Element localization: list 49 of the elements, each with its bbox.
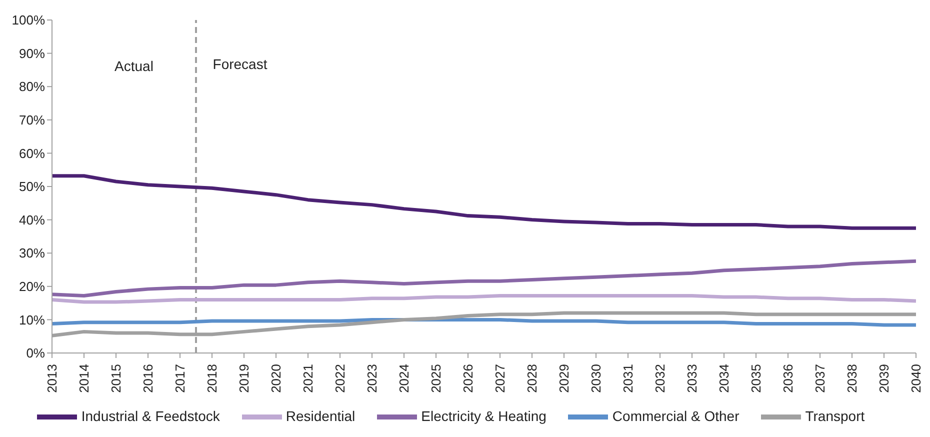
line-series (52, 259, 916, 298)
x-tick-label: 2032 (652, 364, 668, 393)
y-tick-label: 10% (18, 312, 46, 328)
legend-label: Industrial & Feedstock (81, 408, 220, 424)
x-tick-label: 2033 (684, 364, 700, 393)
x-tick-label: 2034 (716, 364, 732, 393)
annotation: Actual (114, 58, 154, 74)
y-tick-label: 0% (26, 346, 46, 361)
x-tick-label: 2030 (588, 364, 604, 393)
x-tick-label: 2038 (844, 364, 860, 393)
x-tick-label: 2021 (300, 364, 316, 393)
x-tick-label: 2027 (492, 364, 508, 393)
x-tick-label: 2024 (396, 364, 412, 393)
legend-label: Commercial & Other (612, 408, 740, 424)
x-tick-label: 2028 (524, 364, 540, 393)
line-series (52, 294, 916, 304)
x-tick-label: 2017 (172, 364, 188, 393)
x-tick-label: 2035 (748, 364, 764, 393)
y-tick-label: 90% (18, 46, 46, 61)
x-tick-label: 2037 (812, 364, 828, 393)
x-tick-label: 2018 (204, 364, 220, 393)
y-tick-label: 50% (18, 179, 46, 194)
x-tick-label: 2026 (460, 364, 476, 393)
x-tick-label: 2040 (908, 364, 924, 393)
x-tick-label: 2020 (268, 364, 284, 393)
x-tick-label: 2036 (780, 364, 796, 393)
x-tick-label: 2015 (108, 364, 124, 393)
y-tick-label: 100% (12, 12, 46, 28)
x-tick-label: 2022 (332, 364, 348, 393)
y-tick-label: 80% (18, 79, 46, 94)
x-tick-label: 2039 (876, 364, 892, 393)
legend-label: Electricity & Heating (421, 408, 546, 424)
legend-label: Residential (286, 408, 356, 424)
y-tick-label: 70% (18, 112, 46, 128)
y-tick-label: 40% (18, 212, 46, 228)
y-tick-label: 30% (18, 246, 46, 261)
line-series (52, 174, 916, 230)
y-tick-label: 20% (18, 279, 46, 294)
x-tick-label: 2031 (620, 364, 636, 393)
x-tick-label: 2019 (236, 364, 252, 393)
y-tick-label: 60% (18, 146, 46, 161)
annotation: Forecast (212, 56, 268, 72)
legend-label: Transport (805, 408, 865, 424)
x-tick-label: 2023 (364, 364, 380, 393)
x-tick-label: 2025 (428, 364, 444, 393)
x-tick-label: 2014 (76, 364, 92, 393)
x-tick-label: 2016 (140, 364, 156, 393)
x-tick-label: 2029 (556, 364, 572, 393)
x-tick-label: 2013 (44, 364, 60, 393)
